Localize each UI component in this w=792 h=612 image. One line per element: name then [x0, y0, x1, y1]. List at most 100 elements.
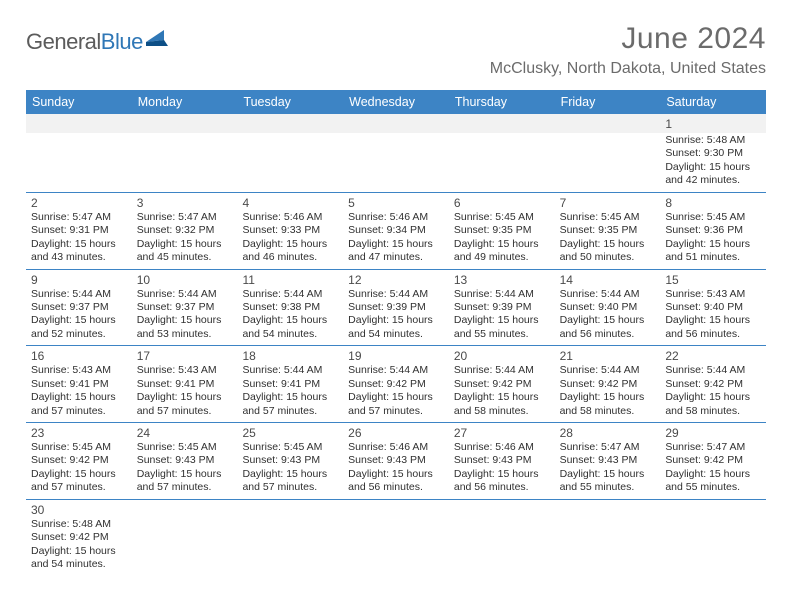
- sunrise-text: Sunrise: 5:43 AM: [665, 288, 761, 301]
- day-cell: 17Sunrise: 5:43 AMSunset: 9:41 PMDayligh…: [132, 346, 238, 422]
- day-info: Sunrise: 5:44 AMSunset: 9:42 PMDaylight:…: [560, 364, 656, 418]
- sunrise-text: Sunrise: 5:44 AM: [348, 364, 444, 377]
- sunrise-text: Sunrise: 5:44 AM: [560, 364, 656, 377]
- day-info: Sunrise: 5:48 AMSunset: 9:30 PMDaylight:…: [665, 134, 761, 188]
- daylight-text: Daylight: 15 hours and 53 minutes.: [137, 314, 233, 341]
- day-cell: 18Sunrise: 5:44 AMSunset: 9:41 PMDayligh…: [237, 346, 343, 422]
- sunrise-text: Sunrise: 5:45 AM: [560, 211, 656, 224]
- day-number: 20: [454, 349, 550, 364]
- day-number: 12: [348, 273, 444, 288]
- day-cell: 30Sunrise: 5:48 AMSunset: 9:42 PMDayligh…: [26, 500, 132, 576]
- sunset-text: Sunset: 9:43 PM: [560, 454, 656, 467]
- day-info: Sunrise: 5:44 AMSunset: 9:41 PMDaylight:…: [242, 364, 338, 418]
- day-cell: [555, 500, 661, 576]
- sunrise-text: Sunrise: 5:44 AM: [560, 288, 656, 301]
- day-number: 14: [560, 273, 656, 288]
- daylight-text: Daylight: 15 hours and 43 minutes.: [31, 238, 127, 265]
- daylight-text: Daylight: 15 hours and 54 minutes.: [31, 545, 127, 572]
- day-number: 19: [348, 349, 444, 364]
- day-header-row: SundayMondayTuesdayWednesdayThursdayFrid…: [26, 90, 766, 114]
- day-cell: 10Sunrise: 5:44 AMSunset: 9:37 PMDayligh…: [132, 270, 238, 346]
- sunrise-text: Sunrise: 5:44 AM: [665, 364, 761, 377]
- day-info: Sunrise: 5:45 AMSunset: 9:43 PMDaylight:…: [137, 441, 233, 495]
- sunset-text: Sunset: 9:34 PM: [348, 224, 444, 237]
- daylight-text: Daylight: 15 hours and 57 minutes.: [242, 468, 338, 495]
- day-header: Monday: [132, 90, 238, 114]
- day-info: Sunrise: 5:43 AMSunset: 9:41 PMDaylight:…: [137, 364, 233, 418]
- sunrise-text: Sunrise: 5:47 AM: [560, 441, 656, 454]
- day-info: Sunrise: 5:45 AMSunset: 9:43 PMDaylight:…: [242, 441, 338, 495]
- day-info: Sunrise: 5:46 AMSunset: 9:43 PMDaylight:…: [348, 441, 444, 495]
- logo-text-blue: Blue: [101, 29, 143, 55]
- day-info: Sunrise: 5:47 AMSunset: 9:31 PMDaylight:…: [31, 211, 127, 265]
- day-header: Friday: [555, 90, 661, 114]
- day-cell: [343, 500, 449, 576]
- sunrise-text: Sunrise: 5:48 AM: [665, 134, 761, 147]
- day-cell: [449, 500, 555, 576]
- day-header: Sunday: [26, 90, 132, 114]
- sunset-text: Sunset: 9:31 PM: [31, 224, 127, 237]
- sunrise-text: Sunrise: 5:45 AM: [31, 441, 127, 454]
- day-cell: 12Sunrise: 5:44 AMSunset: 9:39 PMDayligh…: [343, 270, 449, 346]
- daylight-text: Daylight: 15 hours and 52 minutes.: [31, 314, 127, 341]
- sunset-text: Sunset: 9:42 PM: [31, 531, 127, 544]
- day-number: 28: [560, 426, 656, 441]
- sunset-text: Sunset: 9:39 PM: [348, 301, 444, 314]
- sunrise-text: Sunrise: 5:46 AM: [348, 211, 444, 224]
- day-number: 22: [665, 349, 761, 364]
- sunset-text: Sunset: 9:40 PM: [560, 301, 656, 314]
- day-cell: [132, 500, 238, 576]
- day-cell: 19Sunrise: 5:44 AMSunset: 9:42 PMDayligh…: [343, 346, 449, 422]
- sunrise-text: Sunrise: 5:44 AM: [454, 288, 550, 301]
- day-cell: 29Sunrise: 5:47 AMSunset: 9:42 PMDayligh…: [660, 423, 766, 499]
- week-row: 9Sunrise: 5:44 AMSunset: 9:37 PMDaylight…: [26, 270, 766, 347]
- day-cell: 25Sunrise: 5:45 AMSunset: 9:43 PMDayligh…: [237, 423, 343, 499]
- day-info: Sunrise: 5:44 AMSunset: 9:39 PMDaylight:…: [454, 288, 550, 342]
- sunset-text: Sunset: 9:42 PM: [348, 378, 444, 391]
- sunrise-text: Sunrise: 5:46 AM: [242, 211, 338, 224]
- sunrise-text: Sunrise: 5:44 AM: [242, 288, 338, 301]
- sunset-text: Sunset: 9:35 PM: [560, 224, 656, 237]
- sunset-text: Sunset: 9:42 PM: [454, 378, 550, 391]
- day-info: Sunrise: 5:47 AMSunset: 9:43 PMDaylight:…: [560, 441, 656, 495]
- sunset-text: Sunset: 9:41 PM: [31, 378, 127, 391]
- day-number: 17: [137, 349, 233, 364]
- sunset-text: Sunset: 9:40 PM: [665, 301, 761, 314]
- day-header: Wednesday: [343, 90, 449, 114]
- sunrise-text: Sunrise: 5:45 AM: [454, 211, 550, 224]
- sunset-text: Sunset: 9:41 PM: [242, 378, 338, 391]
- sunrise-text: Sunrise: 5:44 AM: [454, 364, 550, 377]
- sunset-text: Sunset: 9:33 PM: [242, 224, 338, 237]
- daylight-text: Daylight: 15 hours and 57 minutes.: [137, 468, 233, 495]
- sunset-text: Sunset: 9:36 PM: [665, 224, 761, 237]
- day-cell: 11Sunrise: 5:44 AMSunset: 9:38 PMDayligh…: [237, 270, 343, 346]
- header: GeneralBlue June 2024 McClusky, North Da…: [26, 22, 766, 84]
- day-info: Sunrise: 5:45 AMSunset: 9:35 PMDaylight:…: [454, 211, 550, 265]
- sunset-text: Sunset: 9:38 PM: [242, 301, 338, 314]
- day-info: Sunrise: 5:43 AMSunset: 9:41 PMDaylight:…: [31, 364, 127, 418]
- daylight-text: Daylight: 15 hours and 57 minutes.: [137, 391, 233, 418]
- daylight-text: Daylight: 15 hours and 56 minutes.: [454, 468, 550, 495]
- day-info: Sunrise: 5:45 AMSunset: 9:36 PMDaylight:…: [665, 211, 761, 265]
- sunrise-text: Sunrise: 5:43 AM: [31, 364, 127, 377]
- sunset-text: Sunset: 9:35 PM: [454, 224, 550, 237]
- day-number: 16: [31, 349, 127, 364]
- day-info: Sunrise: 5:44 AMSunset: 9:42 PMDaylight:…: [348, 364, 444, 418]
- day-number: 29: [665, 426, 761, 441]
- day-number: 30: [31, 503, 127, 518]
- day-info: Sunrise: 5:45 AMSunset: 9:42 PMDaylight:…: [31, 441, 127, 495]
- day-number: 8: [665, 196, 761, 211]
- day-cell: 15Sunrise: 5:43 AMSunset: 9:40 PMDayligh…: [660, 270, 766, 346]
- daylight-text: Daylight: 15 hours and 58 minutes.: [560, 391, 656, 418]
- day-number: 15: [665, 273, 761, 288]
- daylight-text: Daylight: 15 hours and 54 minutes.: [242, 314, 338, 341]
- day-number: 4: [242, 196, 338, 211]
- daylight-text: Daylight: 15 hours and 56 minutes.: [665, 314, 761, 341]
- sunrise-text: Sunrise: 5:45 AM: [665, 211, 761, 224]
- day-cell: [660, 500, 766, 576]
- day-cell: 9Sunrise: 5:44 AMSunset: 9:37 PMDaylight…: [26, 270, 132, 346]
- day-cell: [555, 114, 661, 192]
- day-info: Sunrise: 5:44 AMSunset: 9:38 PMDaylight:…: [242, 288, 338, 342]
- day-number: 2: [31, 196, 127, 211]
- day-info: Sunrise: 5:46 AMSunset: 9:33 PMDaylight:…: [242, 211, 338, 265]
